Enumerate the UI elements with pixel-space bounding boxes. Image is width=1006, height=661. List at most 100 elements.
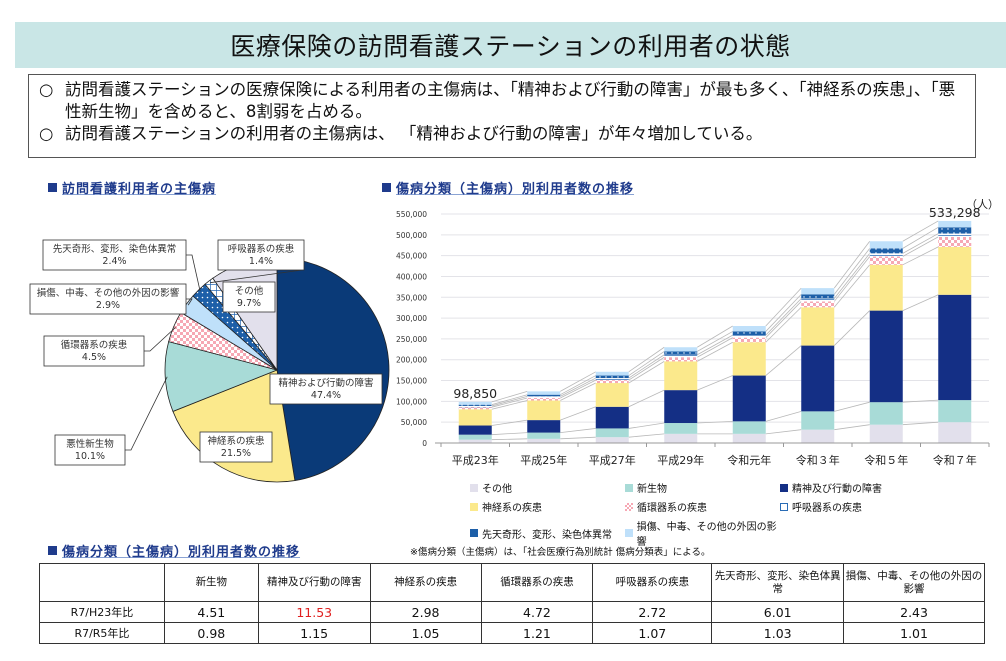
legend-label: 呼吸器系の疾患 — [792, 503, 862, 514]
pie-slice-value: 21.5% — [221, 448, 251, 459]
series-connector-line — [765, 345, 802, 376]
y-tick-label: 200,000 — [396, 356, 427, 365]
bar-segment-series-3 — [527, 400, 561, 421]
table-cell: 1.15 — [257, 622, 371, 644]
pie-slice-value: 9.7% — [237, 298, 261, 309]
table-cell: 6.01 — [711, 601, 845, 623]
bar-segment-series-5 — [595, 378, 629, 381]
bar-segment-series-1 — [801, 411, 835, 430]
series-connector-line — [628, 351, 665, 376]
legend-item: 先天奇形、変形、染色体異常 — [470, 518, 625, 548]
legend-label: 神経系の疾患 — [482, 503, 542, 514]
legend-swatch-icon — [470, 483, 478, 492]
series-connector-line — [560, 371, 596, 392]
y-tick-label: 500,000 — [396, 231, 427, 240]
bar-segment-series-0 — [458, 439, 492, 443]
bar-segment-series-7 — [801, 288, 835, 295]
series-connector-line — [765, 410, 802, 422]
bar-segment-series-7 — [664, 347, 698, 352]
pie-slice-label: 神経系の疾患 — [207, 435, 264, 447]
y-tick-label: 550,000 — [396, 210, 427, 219]
bar-segment-series-0 — [595, 437, 629, 443]
pie-label-box — [269, 373, 383, 405]
bar-segment-series-3 — [801, 307, 835, 346]
series-connector-line — [697, 341, 733, 362]
chart-legend: その他 新生物 精神及び行動の障害 神経系の疾患 循環器系の疾患 呼吸器系の疾患 先天奇形、… — [470, 480, 1000, 548]
bar-segment-series-5 — [938, 233, 972, 237]
bar-segment-series-3 — [938, 246, 972, 295]
x-tick-label: 平成23年 — [452, 453, 499, 467]
legend-item: その他 — [470, 480, 625, 495]
bar-segment-series-3 — [595, 383, 629, 407]
series-connector-line — [491, 419, 528, 426]
series-connector-line — [833, 264, 871, 308]
bar-segment-series-6 — [732, 331, 766, 336]
pie-slice-label: 先天奇形、変形、染色体異常 — [53, 243, 177, 255]
bar-segment-series-3 — [869, 264, 903, 311]
series-connector-line — [491, 395, 528, 407]
series-connector-line — [560, 377, 596, 397]
bar-segment-series-2 — [527, 420, 561, 433]
table-cell: 1.03 — [711, 622, 845, 644]
bullet-icon: ○ — [39, 80, 54, 99]
bar-segment-series-2 — [458, 425, 492, 435]
bar-segment-series-1 — [458, 434, 492, 440]
bar-segment-series-0 — [938, 422, 972, 443]
title-bar: 医療保険の訪問看護ステーションの利用者の状態 — [15, 22, 1006, 68]
bar-segment-series-4 — [595, 380, 629, 384]
pie-slice-value: 10.1% — [75, 451, 105, 462]
ratio-table: 新生物 精神及び行動の障害 神経系の疾患 循環器系の疾患 呼吸器系の疾患 先天奇形、変形、… — [39, 563, 985, 644]
series-connector-line — [902, 294, 939, 311]
y-tick-label: 100,000 — [396, 397, 427, 406]
bar-segment-series-1 — [732, 421, 766, 434]
bar-segment-series-0 — [801, 429, 835, 443]
series-connector-line — [560, 382, 596, 401]
bar-segment-series-0 — [732, 433, 766, 443]
pie-label-box — [217, 239, 305, 271]
bar-segment-series-2 — [938, 294, 972, 401]
legend-label: 先天奇形、変形、染色体異常 — [482, 529, 612, 541]
table-row: R7/R5年比 0.98 1.15 1.05 1.21 1.07 1.03 1.01 — [39, 622, 985, 644]
table-column-header: 神経系の疾患 — [369, 563, 482, 602]
series-connector-line — [628, 356, 665, 381]
series-connector-line — [628, 422, 665, 429]
series-connector-line — [491, 394, 528, 406]
bar-segment-series-6 — [527, 394, 561, 397]
series-connector-line — [491, 390, 528, 403]
bar-segment-series-2 — [869, 310, 903, 403]
legend-item: 循環器系の疾患 — [625, 499, 780, 514]
pie-label-box — [54, 434, 126, 466]
pie-label-box — [43, 335, 145, 367]
table-cell: 2.98 — [369, 601, 482, 623]
series-connector-line — [697, 325, 733, 348]
bar-segment-series-5 — [458, 405, 492, 408]
pie-label-box — [199, 431, 273, 463]
table-row: R7/H23年比 4.51 11.53 2.98 4.72 2.72 6.01 2.43 — [39, 601, 985, 623]
table-cell: 0.98 — [163, 622, 259, 644]
bar-segment-series-4 — [801, 301, 835, 308]
table-cell: 4.72 — [480, 601, 594, 623]
y-tick-label: 250,000 — [396, 335, 427, 344]
bar-segment-series-3 — [664, 361, 698, 391]
bar-segment-series-4 — [458, 407, 492, 410]
bar-segment-series-6 — [664, 351, 698, 355]
bar-segment-series-2 — [595, 406, 629, 429]
series-connector-line — [560, 379, 596, 399]
legend-swatch-icon — [470, 529, 478, 537]
table-cell: 11.53 — [257, 601, 371, 623]
legend-item: 損傷、中毒、その他の外因の影響 — [625, 518, 780, 548]
bar-segment-series-0 — [664, 433, 698, 443]
pie-slice-value: 47.4% — [311, 390, 341, 401]
legend-item: 新生物 — [625, 480, 780, 495]
series-connector-line — [491, 432, 528, 436]
bar-segment-series-7 — [938, 220, 972, 228]
x-tick-label: 令和元年 — [727, 453, 771, 467]
pie-label-box — [42, 239, 187, 271]
table-cell: 2.72 — [592, 601, 713, 623]
pie-slice-label: 精神および行動の障害 — [278, 377, 373, 389]
square-bullet-icon — [48, 183, 57, 192]
series-connector-line — [833, 310, 871, 346]
series-connector-line — [833, 253, 871, 299]
pie-slice-value: 4.5% — [82, 352, 106, 363]
table-cell: 1.21 — [480, 622, 594, 644]
